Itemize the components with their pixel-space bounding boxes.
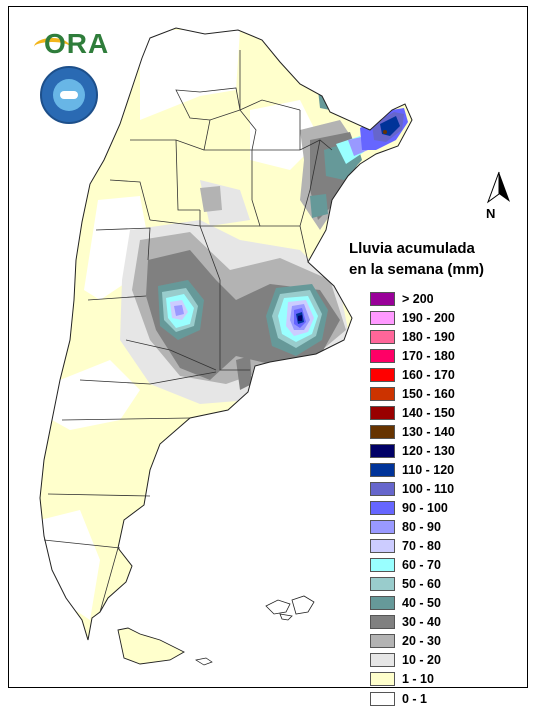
- legend-item: 60 - 70: [370, 556, 520, 575]
- legend-label: 130 - 140: [402, 424, 455, 439]
- legend-label: 20 - 30: [402, 634, 441, 649]
- legend-label: 160 - 170: [402, 367, 455, 382]
- legend-label: 40 - 50: [402, 596, 441, 611]
- legend-label: 100 - 110: [402, 481, 455, 496]
- legend-item: 150 - 160: [370, 384, 520, 403]
- legend-swatch: [370, 462, 395, 477]
- legend-swatch: [370, 310, 395, 325]
- legend-swatch: [370, 596, 395, 611]
- legend-item: 160 - 170: [370, 365, 520, 384]
- legend-item: 110 - 120: [370, 460, 520, 479]
- legend-swatch: [370, 367, 395, 382]
- legend-title-line2: en la semana (mm): [349, 261, 485, 278]
- legend-swatch: [370, 424, 395, 439]
- legend-label: > 200: [402, 291, 434, 306]
- legend-item: 90 - 100: [370, 499, 520, 518]
- legend-item: 0 - 1: [370, 689, 520, 708]
- legend-label: 190 - 200: [402, 310, 455, 325]
- legend-item: 130 - 140: [370, 422, 520, 441]
- smn-logo: [40, 66, 98, 124]
- legend-item: 120 - 130: [370, 441, 520, 460]
- legend-swatch: [370, 558, 395, 573]
- tierra-del-fuego: [117, 627, 185, 665]
- legend-swatch: [370, 653, 395, 668]
- ora-swoosh-icon: [34, 38, 70, 56]
- legend-swatch: [370, 672, 395, 687]
- legend-label: 120 - 130: [402, 443, 455, 458]
- legend-item: 170 - 180: [370, 346, 520, 365]
- legend-item: 30 - 40: [370, 613, 520, 632]
- legend-item: 20 - 30: [370, 632, 520, 651]
- legend-title-line1: Lluvia acumulada: [349, 240, 475, 257]
- legend: > 200 190 - 200 180 - 190 170 - 180 160 - 17…: [370, 289, 520, 708]
- malvinas-islands: [265, 595, 315, 621]
- legend-item: 100 - 110: [370, 479, 520, 498]
- legend-item: > 200: [370, 289, 520, 308]
- legend-swatch: [370, 329, 395, 344]
- legend-swatch: [370, 501, 395, 516]
- smn-cloud-icon: [60, 91, 78, 99]
- legend-label: 50 - 60: [402, 577, 441, 592]
- legend-label: 10 - 20: [402, 653, 441, 668]
- legend-label: 30 - 40: [402, 615, 441, 630]
- legend-label: 0 - 1: [402, 691, 428, 706]
- legend-title: Lluvia acumulada en la semana (mm): [349, 238, 519, 280]
- legend-item: 1 - 10: [370, 670, 520, 689]
- legend-label: 180 - 190: [402, 329, 455, 344]
- smn-logo-inner: [53, 79, 85, 111]
- province-borders: [39, 27, 413, 641]
- legend-label: 140 - 150: [402, 405, 455, 420]
- legend-item: 80 - 90: [370, 518, 520, 537]
- legend-swatch: [370, 634, 395, 649]
- legend-label: 70 - 80: [402, 539, 441, 554]
- legend-label: 1 - 10: [402, 672, 434, 687]
- north-label: N: [486, 206, 496, 221]
- legend-swatch: [370, 348, 395, 363]
- legend-swatch: [370, 520, 395, 535]
- legend-label: 80 - 90: [402, 520, 441, 535]
- legend-label: 150 - 160: [402, 386, 455, 401]
- north-arrow-icon: [486, 171, 510, 204]
- legend-item: 190 - 200: [370, 308, 520, 327]
- ora-logo: ORA: [30, 26, 110, 60]
- legend-label: 170 - 180: [402, 348, 455, 363]
- legend-swatch: [370, 691, 395, 706]
- legend-label: 90 - 100: [402, 501, 448, 516]
- legend-label: 60 - 70: [402, 558, 441, 573]
- legend-label: 110 - 120: [402, 462, 455, 477]
- ora-logo-text: ORA: [44, 28, 110, 59]
- legend-swatch: [370, 443, 395, 458]
- legend-swatch: [370, 481, 395, 496]
- legend-item: 70 - 80: [370, 537, 520, 556]
- legend-swatch: [370, 577, 395, 592]
- legend-item: 50 - 60: [370, 575, 520, 594]
- legend-item: 10 - 20: [370, 651, 520, 670]
- legend-swatch: [370, 386, 395, 401]
- legend-swatch: [370, 539, 395, 554]
- legend-swatch: [370, 291, 395, 306]
- legend-swatch: [370, 405, 395, 420]
- legend-item: 180 - 190: [370, 327, 520, 346]
- legend-swatch: [370, 615, 395, 630]
- legend-item: 140 - 150: [370, 403, 520, 422]
- legend-item: 40 - 50: [370, 594, 520, 613]
